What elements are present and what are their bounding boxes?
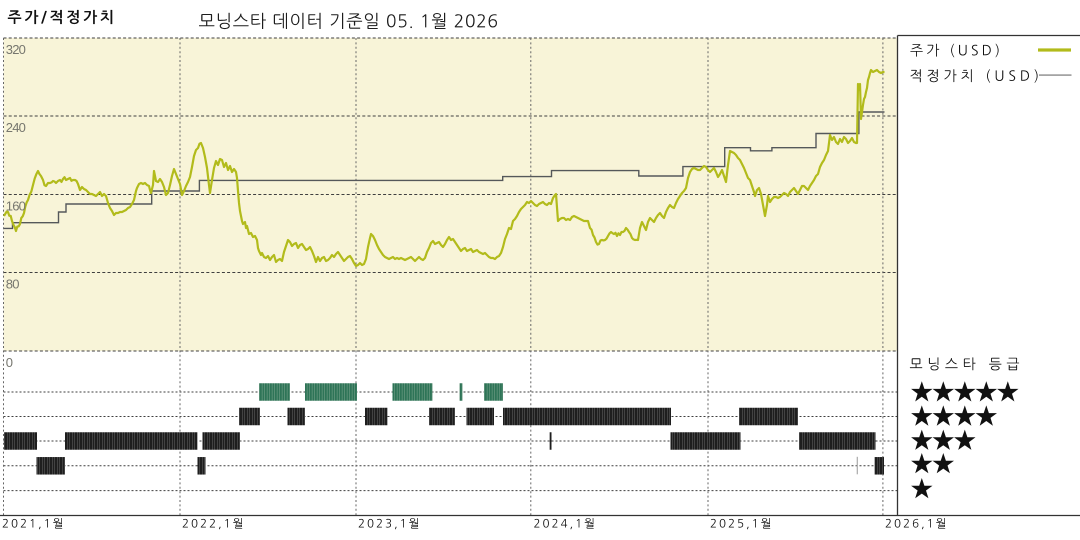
svg-text:80: 80: [6, 277, 19, 292]
svg-text:320: 320: [6, 42, 26, 57]
svg-text:160: 160: [6, 199, 26, 214]
svg-text:0: 0: [6, 355, 13, 370]
svg-text:240: 240: [6, 120, 26, 135]
